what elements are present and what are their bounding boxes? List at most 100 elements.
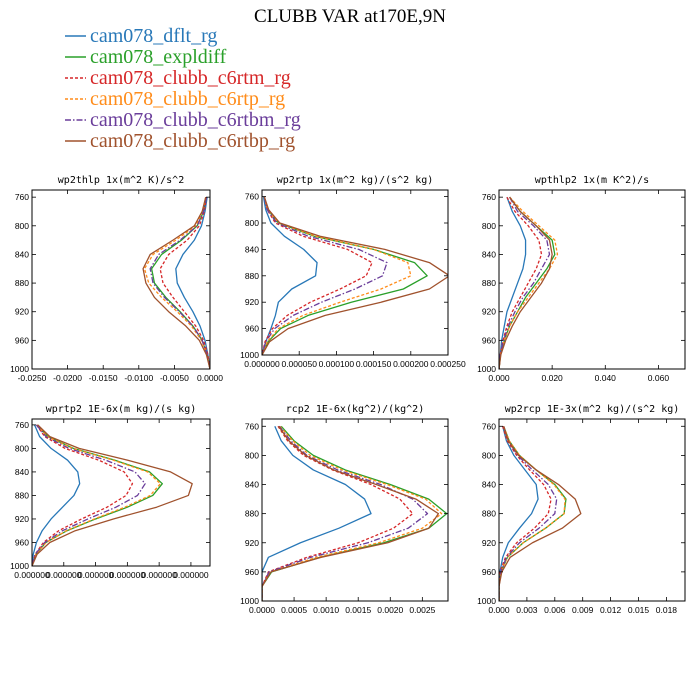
x-tick-label: 0.0010: [313, 605, 339, 615]
y-tick-label: 880: [15, 490, 29, 500]
y-tick-label: 1000: [477, 364, 496, 374]
y-tick-label: 1000: [10, 561, 29, 571]
y-tick-label: 1000: [10, 364, 29, 374]
legend-entry: cam078_dflt_rg: [90, 25, 217, 47]
y-tick-label: 840: [245, 480, 259, 490]
x-tick-label: 0.009: [572, 605, 594, 615]
series-line-cam078_clubb_c6rtbp_rg: [262, 425, 440, 601]
x-tick-label: 0.000000: [244, 359, 280, 369]
x-tick-label: 0.000000: [141, 570, 177, 580]
x-tick-label: -0.0050: [160, 373, 189, 383]
y-tick-label: 880: [245, 509, 259, 519]
panel-title: wp2thlp 1x(m^2 K)/s^2: [58, 175, 184, 186]
series-line-cam078_clubb_c6rtm_rg: [499, 426, 552, 601]
x-tick-label: 0.000000: [46, 570, 82, 580]
series-line-cam078_clubb_c6rtp_rg: [32, 424, 162, 566]
series-line-cam078_clubb_c6rtbm_rg: [149, 197, 210, 369]
x-tick-label: 0.020: [542, 373, 564, 383]
panel-title: wp2rtp 1x(m^2 kg)/(s^2 kg): [277, 175, 434, 186]
y-tick-label: 840: [482, 480, 496, 490]
x-tick-label: 0.000: [488, 373, 510, 383]
y-tick-label: 760: [15, 192, 29, 202]
y-tick-label: 920: [15, 307, 29, 317]
series-line-cam078_expldiff: [32, 424, 163, 566]
y-tick-label: 760: [482, 192, 496, 202]
x-tick-label: -0.0100: [124, 373, 153, 383]
series-line-cam078_dflt_rg: [499, 426, 539, 601]
series-line-cam078_clubb_c6rtp_rg: [262, 425, 443, 601]
series-line-cam078_clubb_c6rtbm_rg: [499, 196, 551, 369]
series-line-cam078_clubb_c6rtbp_rg: [499, 426, 582, 601]
panel-6: wp2rcp 1E-3x(m^2 kg)/(s^2 kg) 760 800 840 88…: [477, 404, 686, 615]
y-tick-label: 960: [245, 324, 259, 334]
y-tick-label: 800: [15, 443, 29, 453]
x-tick-label: 0.000000: [14, 570, 50, 580]
series-line-cam078_clubb_c6rtbm_rg: [499, 426, 558, 601]
panel-5: rcp2 1E-6x(kg^2)/(kg^2) 760 800 840 880 920 96…: [240, 404, 449, 615]
series-line-cam078_clubb_c6rtbp_rg: [142, 197, 210, 369]
y-tick-label: 760: [482, 421, 496, 431]
plot-frame: [261, 189, 449, 356]
y-tick-label: 920: [15, 514, 29, 524]
series-line-cam078_clubb_c6rtm_rg: [262, 425, 414, 601]
x-tick-label: 0.000050: [281, 359, 317, 369]
series-line-cam078_dflt_rg: [175, 197, 210, 369]
y-tick-label: 800: [482, 221, 496, 231]
x-tick-label: -0.0150: [89, 373, 118, 383]
y-tick-label: 760: [245, 192, 259, 202]
x-tick-label: 0.0000: [249, 605, 275, 615]
y-tick-label: 840: [15, 249, 29, 259]
y-tick-label: 920: [245, 297, 259, 307]
series-line-cam078_clubb_c6rtbp_rg: [499, 196, 553, 369]
x-tick-label: 0.0000: [197, 373, 223, 383]
x-tick-label: 0.015: [628, 605, 650, 615]
y-tick-label: 960: [245, 567, 259, 577]
y-tick-label: 880: [482, 509, 496, 519]
x-tick-label: 0.000150: [356, 359, 392, 369]
panel-1: wp2thlp 1x(m^2 K)/s^2 760 800 840 880 920 960 1…: [10, 175, 223, 383]
series-line-cam078_clubb_c6rtm_rg: [262, 196, 373, 355]
plot-frame: [31, 418, 211, 567]
panel-3: wpthlp2 1x(m K^2)/s 760 800 840 880 920 960 100…: [477, 175, 686, 383]
series-line-cam078_dflt_rg: [32, 424, 81, 566]
x-tick-label: 0.012: [600, 605, 622, 615]
panel-4: wprtp2 1E-6x(m kg)/(s kg) 760 800 840 880 920…: [10, 404, 211, 580]
x-tick-label: 0.0025: [409, 605, 435, 615]
y-tick-label: 880: [15, 278, 29, 288]
y-tick-label: 920: [482, 538, 496, 548]
y-tick-label: 840: [482, 249, 496, 259]
series-line-cam078_expldiff: [262, 196, 428, 355]
panel-title: rcp2 1E-6x(kg^2)/(kg^2): [286, 404, 424, 415]
x-tick-label: 0.000000: [173, 570, 209, 580]
y-tick-label: 960: [15, 335, 29, 345]
panel-2: wp2rtp 1x(m^2 kg)/(s^2 kg) 760 800 840 880 92…: [240, 175, 466, 369]
y-tick-label: 920: [482, 307, 496, 317]
legend-entry: cam078_clubb_c6rtbp_rg: [90, 130, 295, 152]
y-tick-label: 960: [482, 567, 496, 577]
plot-frame: [261, 418, 449, 602]
y-tick-label: 920: [245, 538, 259, 548]
y-tick-label: 800: [15, 221, 29, 231]
panel-title: wp2rcp 1E-3x(m^2 kg)/(s^2 kg): [505, 404, 680, 415]
x-tick-label: 0.0020: [377, 605, 403, 615]
y-tick-label: 800: [482, 450, 496, 460]
figure-title: CLUBB VAR at170E,9N: [254, 6, 446, 27]
series-line-cam078_clubb_c6rtbm_rg: [32, 424, 146, 566]
y-tick-label: 800: [245, 218, 259, 228]
x-tick-label: 0.0005: [281, 605, 307, 615]
series-line-cam078_expldiff: [499, 426, 567, 601]
plot-frame: [498, 418, 686, 602]
x-tick-label: -0.0250: [18, 373, 47, 383]
legend-entry: cam078_expldiff: [90, 46, 227, 68]
y-tick-label: 1000: [477, 596, 496, 606]
y-tick-label: 1000: [240, 596, 259, 606]
y-tick-label: 880: [245, 271, 259, 281]
series-line-cam078_expldiff: [499, 196, 556, 369]
series-line-cam078_clubb_c6rtbp_rg: [262, 196, 448, 355]
series-line-cam078_clubb_c6rtbp_rg: [32, 424, 193, 566]
panel-title: wprtp2 1E-6x(m kg)/(s kg): [46, 404, 197, 415]
y-tick-label: 1000: [240, 350, 259, 360]
legend-entry: cam078_clubb_c6rtm_rg: [90, 67, 291, 89]
x-tick-label: 0.000000: [78, 570, 114, 580]
